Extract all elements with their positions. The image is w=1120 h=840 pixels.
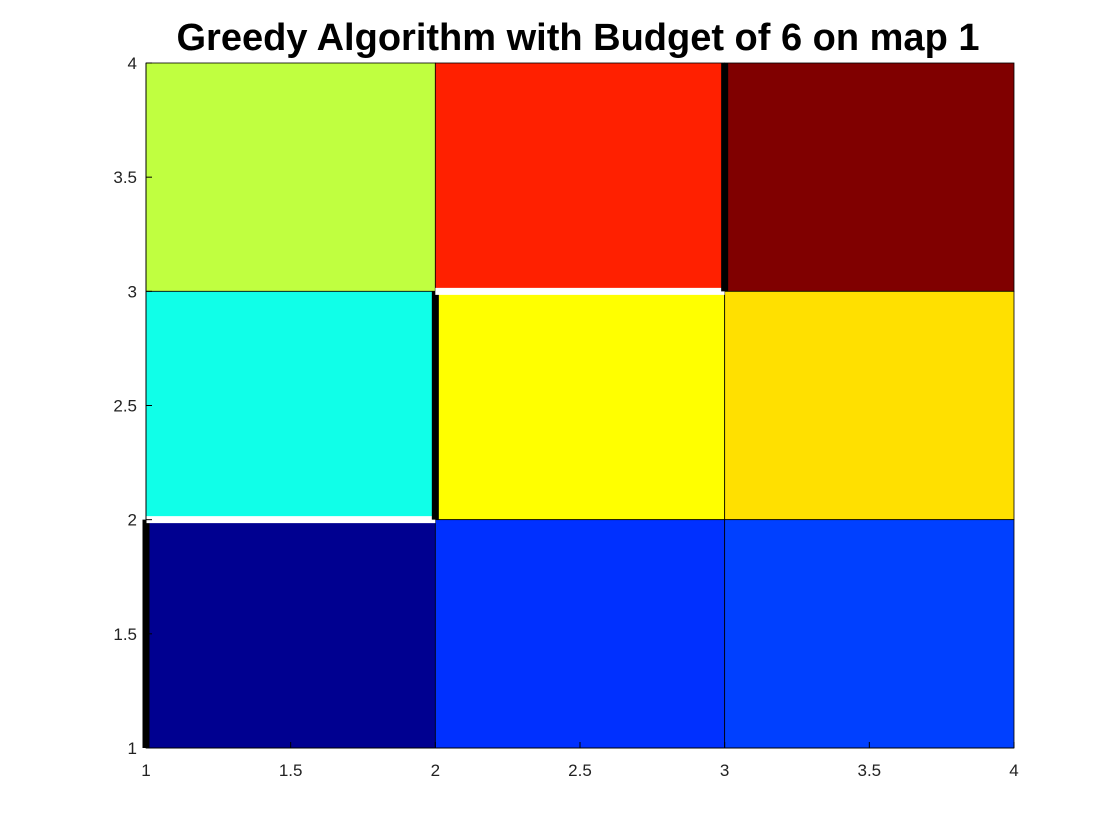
chart-title: Greedy Algorithm with Budget of 6 on map… [177, 17, 980, 59]
heatmap-cell [724, 519, 1015, 749]
y-tick-label: 1.5 [113, 625, 137, 644]
x-tick-label: 2 [431, 761, 440, 780]
heatmap-cell [145, 519, 436, 749]
heatmap-cell [724, 62, 1015, 292]
y-tick-label: 4 [128, 54, 137, 73]
y-tick-label: 3.5 [113, 168, 137, 187]
x-tick-label: 4 [1009, 761, 1018, 780]
y-tick-label: 3 [128, 282, 137, 301]
x-tick-label: 3.5 [858, 761, 882, 780]
x-tick-label: 1.5 [279, 761, 303, 780]
x-tick-label: 3 [720, 761, 729, 780]
y-tick-label: 2 [128, 511, 137, 530]
axes: 1 1.5 2 2.5 3 3.5 4 1 1.5 2 2.5 3 3.5 4 [113, 54, 1018, 780]
heatmap-cell [434, 62, 726, 292]
heatmap-cell [434, 519, 726, 749]
heatmap-cells [145, 62, 1015, 749]
x-tick-label: 1 [141, 761, 150, 780]
heatmap-cell [145, 290, 436, 521]
heatmap-cell [145, 62, 436, 292]
y-tick-label: 2.5 [113, 397, 137, 416]
y-tick-label: 1 [128, 739, 137, 758]
x-tick-label: 2.5 [568, 761, 592, 780]
heatmap-cell [434, 290, 726, 521]
heatmap-cell [724, 290, 1015, 521]
